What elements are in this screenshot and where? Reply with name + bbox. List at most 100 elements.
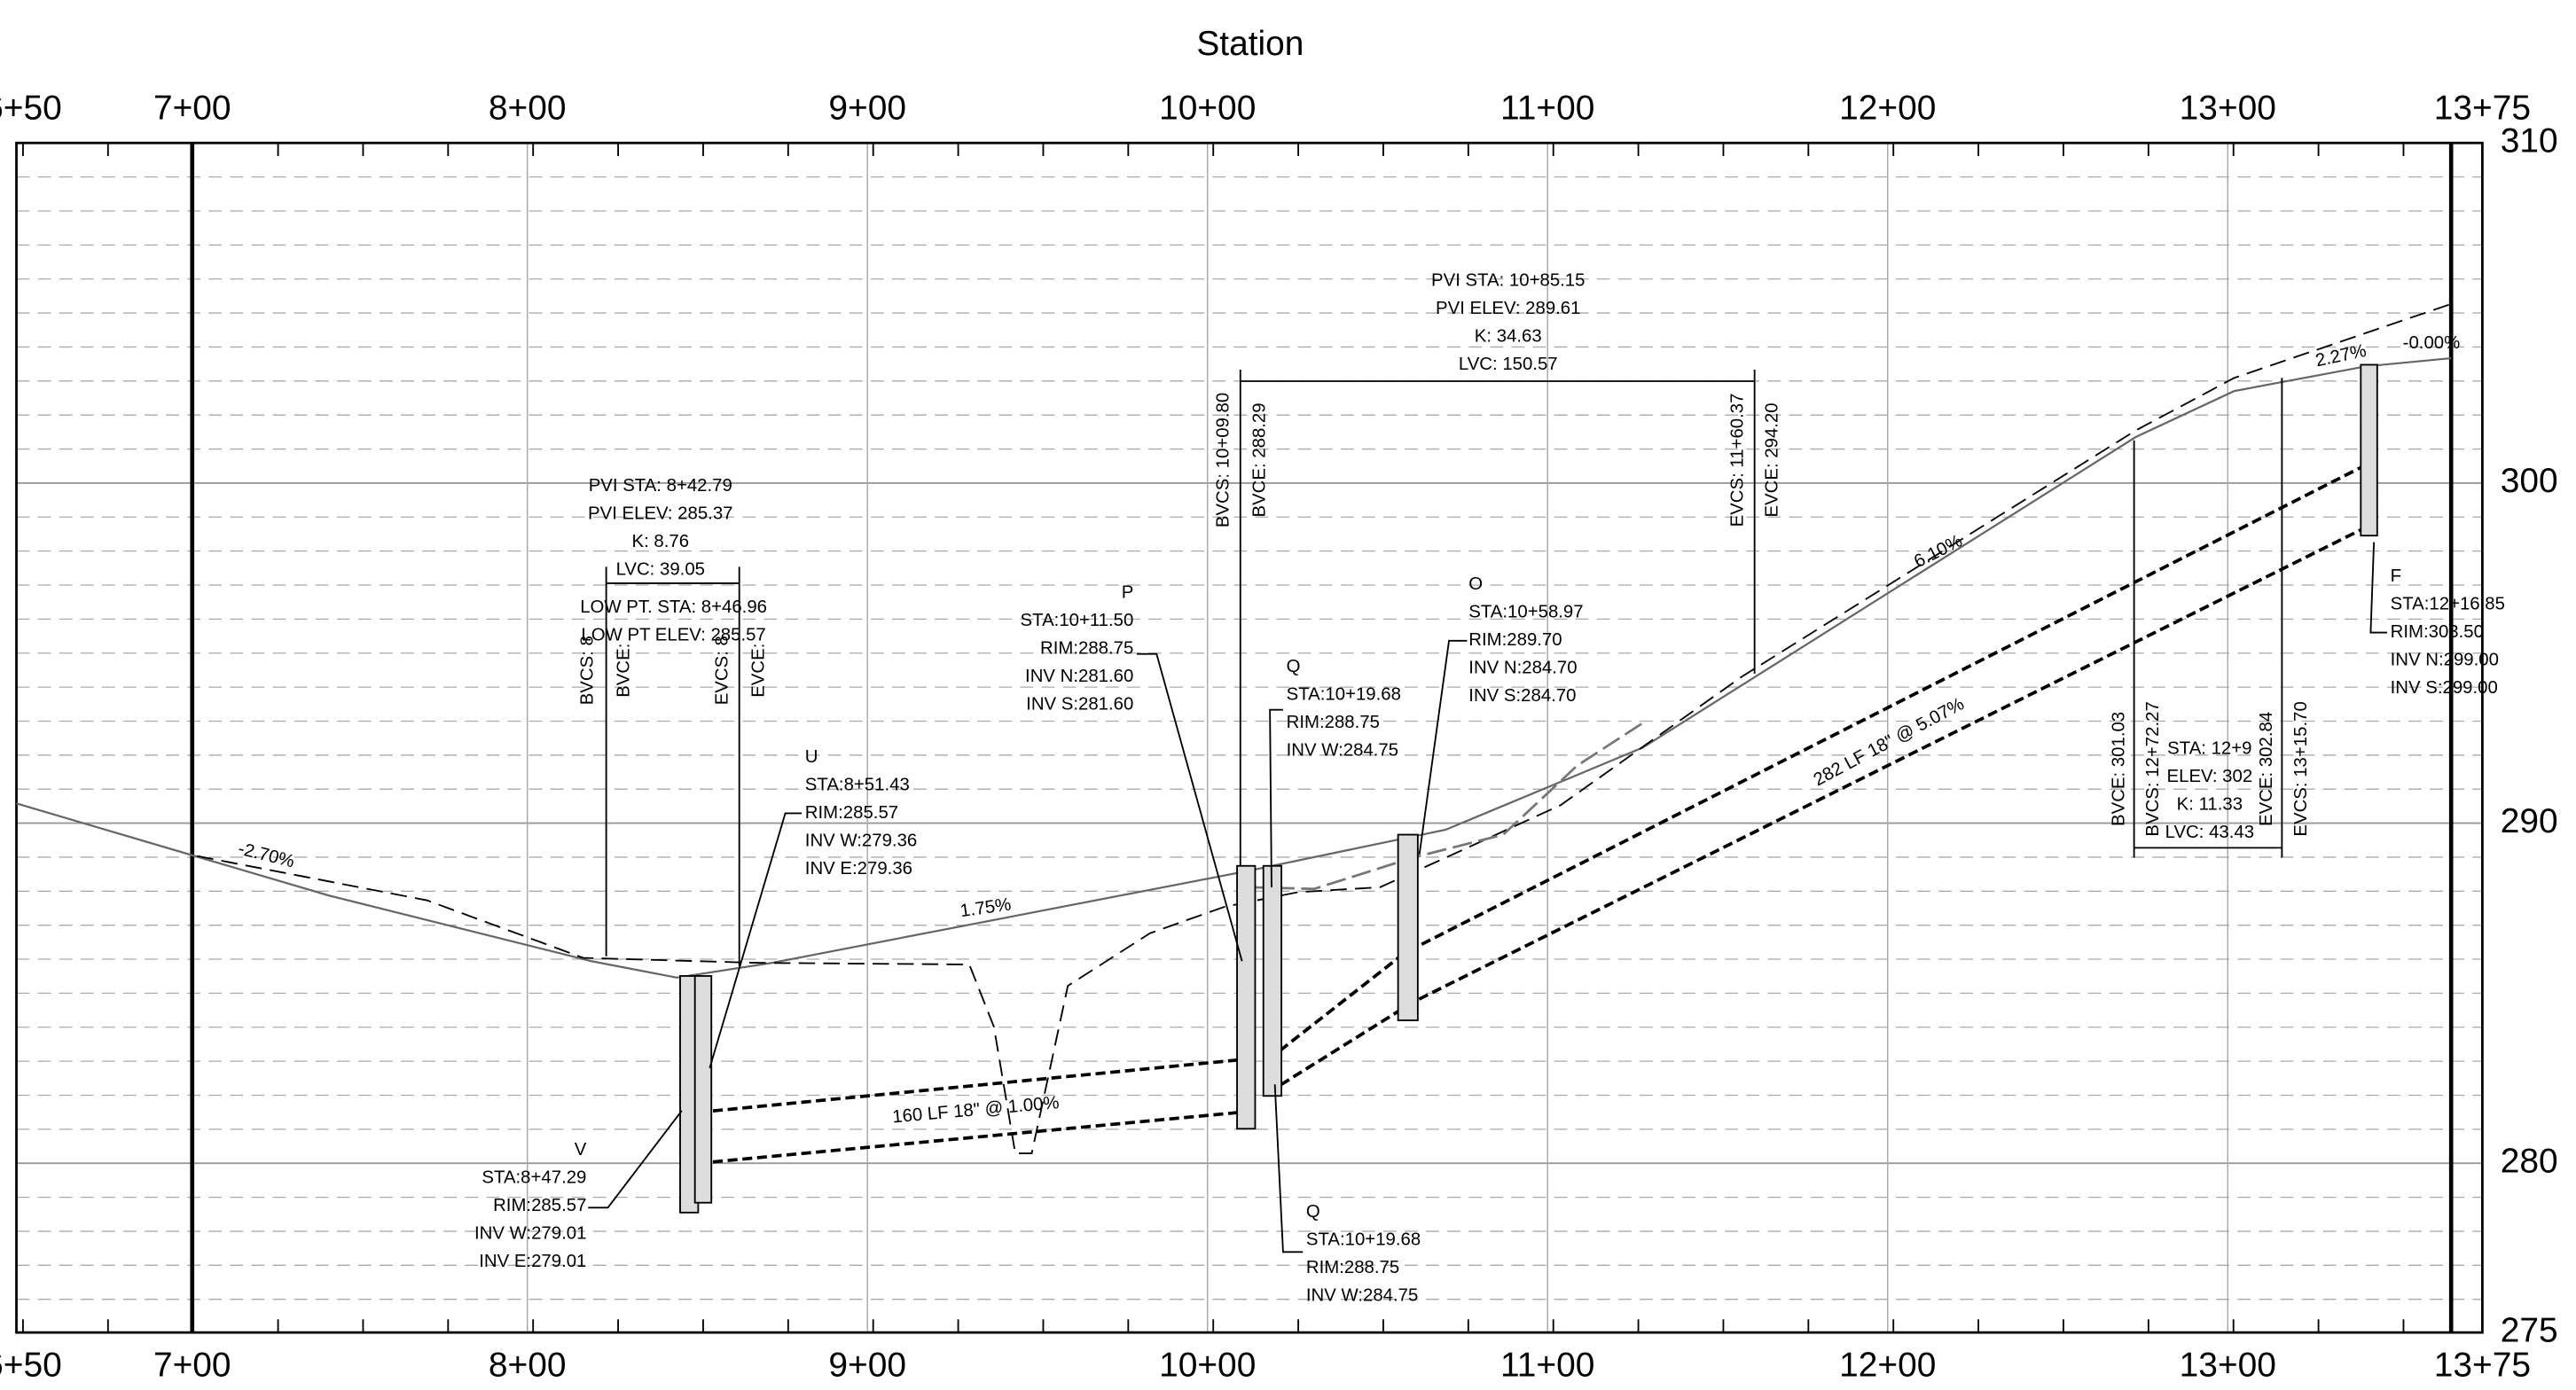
- frame: [15, 141, 2484, 1334]
- annotation: RIM:303.50: [2391, 622, 2484, 642]
- grade-label: 2.27%: [2314, 341, 2368, 371]
- annotation: INV E:279.01: [479, 1252, 586, 1271]
- manhole: [1236, 864, 1257, 1130]
- annotation: EVCS: 11+60.37: [1728, 394, 1748, 527]
- station-label: 13+75: [2434, 89, 2531, 127]
- annotation: K: 34.63: [1475, 326, 1542, 346]
- existing-grade-2: [1249, 722, 1644, 891]
- annotation: LOW PT ELEV: 285.57: [581, 626, 765, 645]
- manhole: [1397, 833, 1419, 1021]
- pipe: [698, 1058, 1241, 1114]
- annotation: INV E:279.36: [805, 859, 912, 879]
- annotation: RIM:288.75: [1287, 713, 1380, 732]
- annotation: BVCE: 301.03: [2109, 712, 2128, 826]
- leader: [1137, 652, 1243, 962]
- linework: [15, 141, 2484, 1334]
- station-label: 6+50: [0, 1346, 62, 1384]
- annotation: PVI STA: 10+85.15: [1431, 270, 1585, 290]
- station-label: 8+00: [489, 89, 567, 127]
- annotation: STA:12+16.85: [2391, 594, 2505, 613]
- annotation: ELEV: 302: [2167, 767, 2253, 786]
- annotation: STA: 12+9: [2167, 739, 2251, 759]
- station-label: 8+00: [489, 1346, 567, 1384]
- annotation: LVC: 43.43: [2165, 823, 2254, 842]
- station-label: 12+00: [1839, 1346, 1936, 1384]
- annotation: PVI ELEV: 289.61: [1436, 299, 1580, 318]
- annotation: BVCS: 12+72.27: [2143, 701, 2163, 836]
- annotation: INV W:279.36: [805, 831, 917, 850]
- annotation: EVCE: 294.20: [1762, 402, 1781, 517]
- annotation: BVCE: 288.29: [1249, 402, 1269, 517]
- station-label: 13+75: [2434, 1346, 2531, 1384]
- annotation: RIM:289.70: [1468, 630, 1562, 650]
- annotation: INV N:281.60: [1025, 667, 1133, 686]
- leader: [2369, 542, 2387, 634]
- existing-grade: [197, 303, 2452, 1155]
- annotation: LVC: 150.57: [1459, 355, 1558, 374]
- grid: [16, 143, 2483, 1333]
- station-label: 11+00: [1500, 1346, 1594, 1384]
- annotation: EVCS: 13+15.70: [2291, 701, 2311, 836]
- annotation: LVC: 39.05: [616, 560, 705, 580]
- annotation: PVI STA: 8+42.79: [589, 476, 732, 496]
- station-label: 13+00: [2180, 89, 2276, 127]
- annotation: BVCS: 10+09.80: [1214, 393, 1233, 527]
- annotation: STA:10+11.50: [1021, 611, 1134, 630]
- annotation: PVI ELEV: 285.37: [588, 504, 732, 524]
- pipe: [1267, 462, 2370, 1061]
- leader: [588, 1110, 683, 1209]
- annotation: STA:8+47.29: [482, 1167, 586, 1187]
- station-label: 9+00: [828, 1346, 906, 1384]
- annotation: INV W:284.75: [1306, 1286, 1418, 1306]
- annotation: STA:10+19.68: [1306, 1230, 1421, 1250]
- proposed-grade: [16, 356, 2452, 979]
- annotation: RIM:285.57: [805, 803, 898, 823]
- annotation: Q: [1306, 1202, 1320, 1222]
- station-label: 12+00: [1839, 89, 1936, 127]
- manhole: [1262, 864, 1283, 1097]
- station-label: 11+00: [1500, 89, 1594, 127]
- station-label: 13+00: [2180, 1346, 2276, 1384]
- station-label: 9+00: [828, 89, 906, 127]
- curve-markers: [605, 370, 2283, 966]
- elevation-label: 280: [2501, 1143, 2558, 1181]
- elevation-label: 300: [2501, 462, 2558, 500]
- annotation: STA:10+58.97: [1468, 603, 1583, 622]
- station-label: 7+00: [153, 89, 231, 127]
- elevation-label: 275: [2501, 1311, 2558, 1349]
- annotation: BVCS: 8: [578, 636, 598, 705]
- annotation: INV S:281.60: [1026, 695, 1133, 715]
- annotation: Q: [1287, 657, 1301, 676]
- annotation: INV N:299.00: [2391, 650, 2499, 669]
- annotation: LOW PT. STA: 8+46.96: [580, 597, 767, 617]
- annotation: INV S:284.70: [1468, 686, 1576, 706]
- annotation: STA:10+19.68: [1287, 684, 1401, 704]
- manhole: [693, 975, 713, 1204]
- leader: [709, 812, 803, 1068]
- annotation: V: [575, 1140, 587, 1160]
- pipe-label: 160 LF 18" @ 1.00%: [891, 1093, 1060, 1127]
- annotation: RIM:288.75: [1306, 1258, 1399, 1277]
- station-label: 10+00: [1159, 1346, 1256, 1384]
- annotation: INV S:299.00: [2391, 678, 2498, 698]
- annotation: EVCS: 8: [713, 636, 732, 705]
- annotation: P: [1122, 582, 1134, 602]
- annotation: STA:8+51.43: [805, 775, 910, 794]
- manholes: [679, 363, 2378, 1214]
- annotation: BVCE:: [614, 644, 633, 698]
- grade-label: -0.00%: [2403, 333, 2461, 353]
- station-label: 7+00: [153, 1346, 231, 1384]
- annotation: K: 11.33: [2177, 795, 2243, 815]
- annotation: RIM:285.57: [493, 1196, 586, 1215]
- elevation-label: 290: [2501, 802, 2558, 840]
- annotation: INV N:284.70: [1468, 659, 1577, 678]
- leaders: [588, 542, 2387, 1253]
- annotation: U: [805, 747, 818, 767]
- annotation: INV W:284.75: [1287, 740, 1398, 760]
- station-label: 10+00: [1159, 89, 1256, 127]
- annotation: EVCE: 302.84: [2257, 712, 2276, 826]
- manhole: [2360, 363, 2378, 537]
- annotation: EVCE:: [748, 644, 768, 698]
- pipe: [698, 1110, 1241, 1166]
